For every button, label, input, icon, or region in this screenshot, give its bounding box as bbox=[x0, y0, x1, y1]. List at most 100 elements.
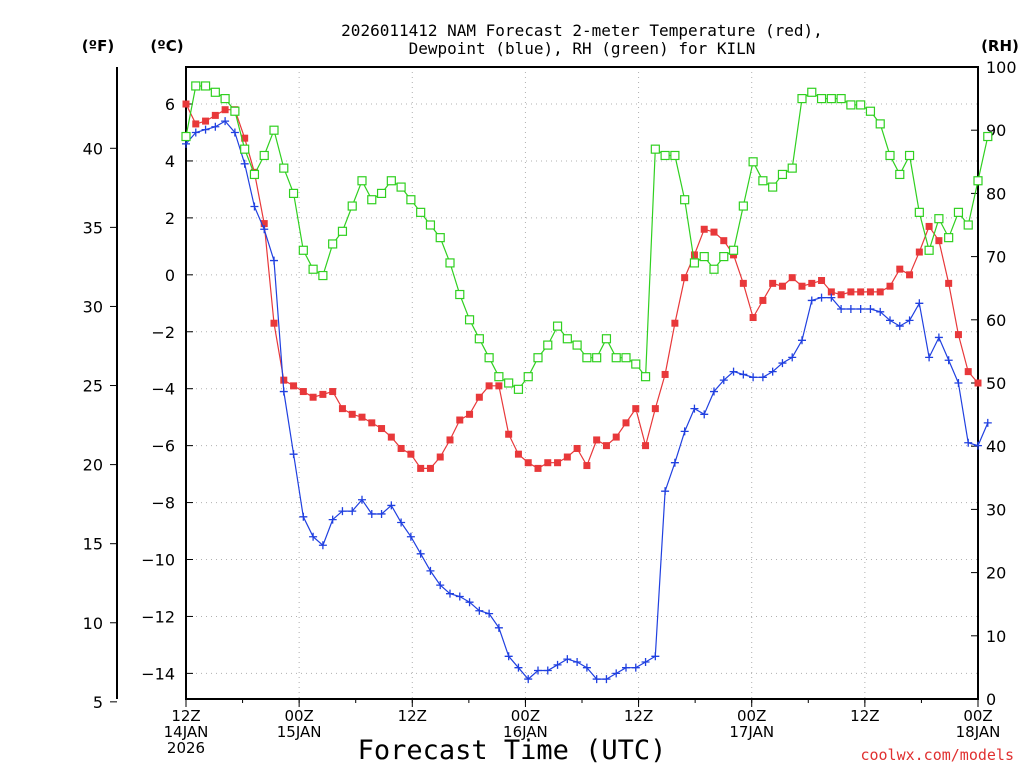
dewpoint-point bbox=[563, 655, 572, 664]
rh-point bbox=[396, 182, 406, 192]
data-series bbox=[181, 81, 993, 684]
rh-point bbox=[191, 81, 201, 91]
dewpoint-point bbox=[328, 515, 337, 524]
temperature-point bbox=[700, 225, 708, 233]
dewpoint-point bbox=[837, 304, 846, 313]
temperature-point bbox=[348, 410, 356, 418]
rh-point bbox=[240, 144, 250, 154]
temperature-point bbox=[866, 288, 874, 296]
rh-point bbox=[738, 201, 748, 211]
dewpoint-point bbox=[661, 487, 670, 496]
fahrenheit-tick-label: 10 bbox=[83, 614, 103, 633]
time-tick-label: 12Z bbox=[171, 707, 200, 725]
rh-point bbox=[318, 270, 328, 281]
dewpoint-point bbox=[201, 125, 210, 134]
rh-point bbox=[582, 353, 592, 363]
dewpoint-point bbox=[397, 518, 406, 527]
temperature-point bbox=[319, 390, 327, 398]
rh-point bbox=[777, 169, 788, 180]
time-tick-label: 2026 bbox=[167, 739, 205, 757]
temperature-point bbox=[534, 464, 542, 472]
time-tick-label: 12Z bbox=[850, 707, 879, 725]
temperature-point bbox=[778, 282, 786, 290]
temperature-point bbox=[886, 282, 894, 290]
rh-point bbox=[494, 372, 504, 382]
temperature-point bbox=[182, 100, 190, 108]
rh-point bbox=[865, 106, 876, 116]
dewpoint-point bbox=[279, 387, 288, 396]
temperature-point bbox=[759, 296, 767, 304]
temperature-point bbox=[857, 288, 865, 296]
dewpoint-point bbox=[221, 117, 230, 126]
temperature-point bbox=[935, 237, 943, 245]
dewpoint-point bbox=[230, 128, 239, 137]
rh-point bbox=[963, 220, 973, 230]
rh-point bbox=[601, 334, 612, 344]
rh-tick-label: 40 bbox=[986, 437, 1006, 456]
temperature-point bbox=[397, 444, 405, 452]
celsius-tick-label: 4 bbox=[165, 152, 175, 171]
time-tick-label: 17JAN bbox=[729, 723, 774, 741]
time-tick-label: 00Z bbox=[284, 707, 313, 725]
dewpoint-point bbox=[817, 293, 826, 302]
dewpoint-point bbox=[719, 376, 728, 385]
time-tick-label: 00Z bbox=[511, 707, 540, 725]
fahrenheit-tick-label: 40 bbox=[83, 139, 103, 158]
rh-point bbox=[973, 176, 983, 186]
temperature-point bbox=[270, 319, 278, 327]
temperature-line bbox=[185, 103, 979, 470]
temperature-point bbox=[681, 274, 689, 282]
dewpoint-point bbox=[191, 128, 200, 137]
temperature-point bbox=[475, 393, 483, 401]
dewpoint-point bbox=[798, 336, 806, 345]
fahrenheit-unit-label: (ºF) bbox=[82, 37, 114, 55]
temperature-point bbox=[945, 279, 953, 287]
dewpoint-point bbox=[631, 663, 640, 672]
temperature-point bbox=[642, 442, 650, 450]
temperature-point bbox=[211, 111, 219, 119]
plot-frame bbox=[185, 66, 979, 700]
dewpoint-point bbox=[964, 438, 973, 447]
rh-tick-label: 20 bbox=[986, 564, 1006, 583]
temperature-point bbox=[436, 453, 444, 461]
temperature-point bbox=[808, 279, 816, 287]
temperature-point bbox=[260, 220, 268, 228]
dewpoint-point bbox=[543, 666, 552, 675]
rh-line bbox=[185, 85, 989, 391]
dewpoint-point bbox=[465, 598, 474, 607]
temperature-point bbox=[876, 288, 884, 296]
rh-point bbox=[416, 207, 426, 217]
rh-tick-label: 50 bbox=[986, 374, 1006, 393]
temperature-point bbox=[661, 370, 669, 378]
rh-point bbox=[406, 195, 416, 205]
temperature-point bbox=[387, 433, 395, 441]
rh-point bbox=[621, 353, 631, 363]
temperature-point bbox=[514, 450, 522, 458]
dewpoint-point bbox=[289, 450, 298, 459]
rh-series bbox=[181, 81, 993, 394]
temperature-point bbox=[769, 279, 777, 287]
rh-tick-label: 30 bbox=[986, 500, 1006, 519]
celsius-tick-label: −14 bbox=[141, 664, 175, 683]
rh-point bbox=[934, 214, 944, 224]
dewpoint-point bbox=[700, 410, 709, 419]
rh-point bbox=[357, 176, 367, 186]
dewpoint-point bbox=[905, 316, 914, 325]
fahrenheit-tick-label: 35 bbox=[83, 218, 103, 237]
dewpoint-point bbox=[670, 458, 679, 467]
temperature-point bbox=[954, 331, 962, 339]
dewpoint-point bbox=[582, 663, 591, 672]
rh-point bbox=[200, 81, 211, 91]
dewpoint-point bbox=[651, 652, 660, 661]
temperature-point bbox=[221, 106, 229, 114]
dewpoint-point bbox=[895, 322, 904, 331]
dewpoint-point bbox=[710, 387, 718, 396]
rh-point bbox=[914, 207, 924, 217]
dewpoint-point bbox=[367, 509, 376, 518]
dewpoint-point bbox=[622, 663, 630, 672]
gridlines bbox=[186, 67, 978, 699]
rh-point bbox=[445, 258, 455, 268]
rh-point bbox=[230, 106, 240, 116]
temperature-point bbox=[593, 436, 601, 444]
rh-point bbox=[816, 93, 827, 104]
